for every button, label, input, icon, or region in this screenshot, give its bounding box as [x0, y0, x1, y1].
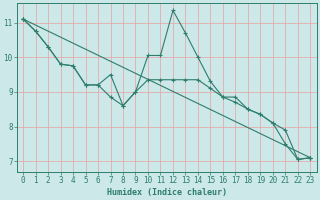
- X-axis label: Humidex (Indice chaleur): Humidex (Indice chaleur): [107, 188, 227, 197]
